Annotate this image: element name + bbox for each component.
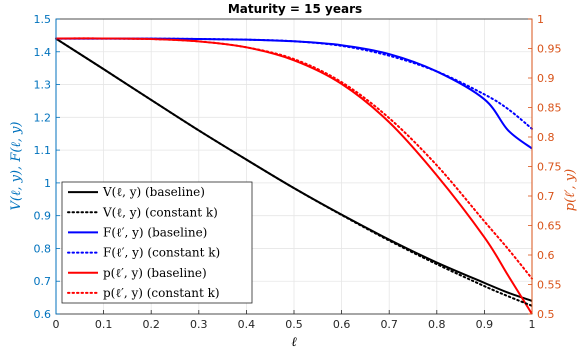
legend-entry-label: F(ℓ′, y) (baseline): [103, 225, 207, 239]
y-left-tick-label: 1.1: [34, 144, 52, 157]
ticks: 0 0.1 0.2 0.3 0.4 0.5 0.6 0.7 0.8 0.9 1 0.6 0.7 0.8 0.…: [34, 13, 562, 331]
legend: V(ℓ, y) (baseline) V(ℓ, y) (constant k) F(…: [61, 181, 253, 304]
y-left-tick-label: 1.5: [34, 13, 52, 26]
y-left-tick-label: 1.3: [34, 79, 52, 92]
y-axis-left-label: V(ℓ, y), F(ℓ, y): [9, 121, 24, 210]
x-tick-label: 0.6: [333, 318, 351, 331]
y-left-tick-label: 0.8: [34, 242, 52, 255]
legend-entry-label: V(ℓ, y) (baseline): [102, 185, 205, 199]
y-right-tick-label: 0.75: [537, 161, 562, 174]
x-tick-label: 0.8: [428, 318, 446, 331]
series-line-5: [55, 37, 533, 315]
y-axis-right-label: p(ℓ′, y): [563, 169, 578, 211]
series-line-2: [55, 37, 533, 307]
y-right-tick-label: 0.9: [537, 72, 555, 85]
legend-entry-label: p(ℓ′, y) (baseline): [103, 266, 207, 280]
y-right-tick-label: 0.85: [537, 102, 562, 115]
x-tick-label: 0: [53, 318, 60, 331]
series-line-6: [55, 37, 533, 280]
x-tick-label: 0.4: [238, 318, 256, 331]
y-left-tick-label: 1.2: [34, 111, 52, 124]
x-tick-label: 0.7: [380, 318, 398, 331]
y-right-tick-label: 0.6: [537, 249, 555, 262]
x-tick-label: 0.5: [285, 318, 303, 331]
legend-entry-label: F(ℓ′, y) (constant k): [103, 246, 220, 260]
y-right-tick-label: 0.55: [537, 279, 562, 292]
x-tick-label: 0.9: [476, 318, 494, 331]
y-left-tick-label: 0.9: [34, 210, 52, 223]
legend-entry-label: p(ℓ′, y) (constant k): [103, 286, 220, 300]
legend-entry-label: V(ℓ, y) (constant k): [102, 205, 218, 219]
y-right-tick-label: 0.95: [537, 43, 562, 56]
x-tick-label: 0.2: [142, 318, 160, 331]
y-right-tick-label: 0.7: [537, 190, 555, 203]
y-left-tick-label: 1.4: [34, 46, 52, 59]
x-tick-label: 0.1: [95, 318, 113, 331]
x-tick-label: 1: [529, 318, 536, 331]
y-left-tick-label: 1: [44, 177, 51, 190]
x-axis-label: ℓ: [291, 335, 297, 350]
y-right-tick-label: 1: [537, 13, 544, 26]
legend-box: [61, 181, 253, 304]
y-right-tick-label: 0.8: [537, 131, 555, 144]
chart-title: Maturity = 15 years: [228, 2, 362, 16]
y-right-tick-label: 0.5: [537, 308, 555, 321]
series-layer: [55, 37, 533, 315]
y-left-tick-label: 0.6: [34, 308, 52, 321]
y-left-tick-label: 0.7: [34, 275, 52, 288]
x-tick-label: 0.3: [190, 318, 208, 331]
y-right-tick-label: 0.65: [537, 220, 562, 233]
